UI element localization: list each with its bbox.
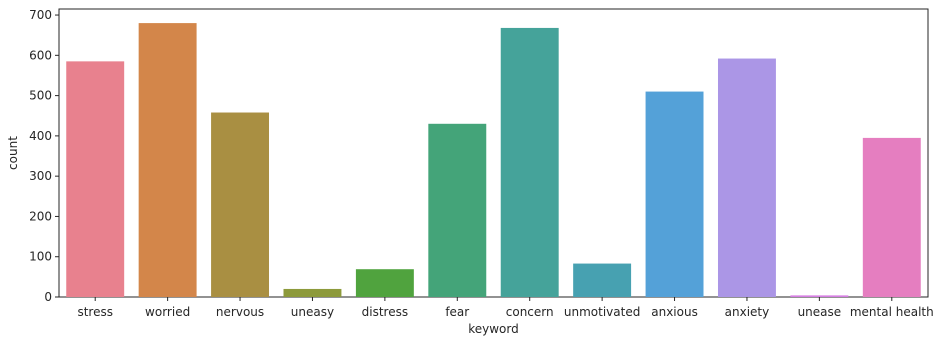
y-tick-label: 300 xyxy=(29,169,52,183)
x-tick-label: nervous xyxy=(216,305,264,319)
x-tick-label: unease xyxy=(798,305,842,319)
x-tick-label: mental health xyxy=(850,305,934,319)
plot-area xyxy=(58,8,929,298)
y-axis-label: count xyxy=(6,136,20,170)
x-tick-label: concern xyxy=(506,305,554,319)
y-tick-label: 700 xyxy=(29,8,52,22)
bar-unmotivated xyxy=(573,263,632,297)
bar-concern xyxy=(500,27,559,298)
x-tick-label: anxious xyxy=(651,305,698,319)
bar-fear xyxy=(428,123,487,297)
bar-stress xyxy=(66,61,125,298)
bar-uneasy xyxy=(283,288,342,297)
bar-mental-health xyxy=(862,137,921,297)
bar-anxious xyxy=(645,91,704,297)
x-tick-label: fear xyxy=(445,305,469,319)
y-axis: 0 100 200 300 400 500 600 700 xyxy=(29,8,59,304)
x-tick-label: stress xyxy=(77,305,113,319)
bar-worried xyxy=(138,23,197,298)
x-axis: stress worried nervous uneasy distress fear co… xyxy=(77,297,934,319)
bar-group xyxy=(66,23,921,298)
x-tick-label: anxiety xyxy=(725,305,770,319)
y-tick-label: 200 xyxy=(29,209,52,223)
bar-distress xyxy=(355,269,414,297)
x-tick-label: uneasy xyxy=(291,305,334,319)
y-tick-label: 100 xyxy=(29,250,52,264)
x-tick-label: distress xyxy=(362,305,408,319)
x-tick-label: unmotivated xyxy=(564,305,640,319)
bar-anxiety xyxy=(717,58,776,298)
bar-nervous xyxy=(211,112,270,297)
x-axis-label: keyword xyxy=(468,322,519,336)
y-tick-label: 500 xyxy=(29,89,52,103)
y-tick-label: 400 xyxy=(29,129,52,143)
x-tick-label: worried xyxy=(145,305,190,319)
y-tick-label: 0 xyxy=(44,290,52,304)
bar-unease xyxy=(790,295,849,297)
y-tick-label: 600 xyxy=(29,48,52,62)
